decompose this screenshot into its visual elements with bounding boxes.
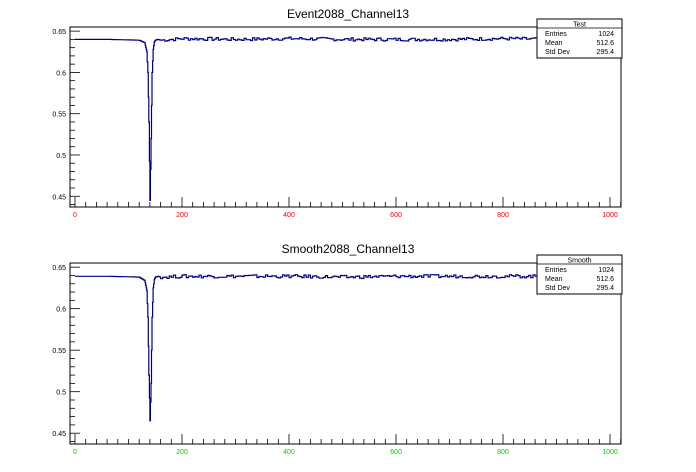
waveform-line <box>75 274 622 422</box>
stats-value: 1024 <box>598 267 614 274</box>
stats-title: Test <box>573 22 586 29</box>
plot-frame <box>69 26 622 208</box>
stats-value: 295.4 <box>596 285 614 292</box>
stats-label: Entries <box>545 31 567 38</box>
chart-title: Event2088_Channel13 <box>287 7 409 21</box>
x-tick-label: 0 <box>73 212 77 219</box>
x-tick-label: 200 <box>176 212 188 219</box>
stats-label: Mean <box>545 40 563 47</box>
stats-label: Mean <box>545 276 563 283</box>
plot-frame <box>69 262 622 445</box>
stats-title: Smooth <box>567 258 591 265</box>
bottom-panel: Smooth2088_Channel13 0.45 0.5 0.55 0.6 0.65 0 2… <box>52 242 623 456</box>
x-tick-label: 1000 <box>602 449 618 456</box>
top-panel: Event2088_Channel13 0.45 0.5 0.55 0.6 0.65 0 20… <box>52 7 623 219</box>
y-tick-label: 0.55 <box>52 112 66 119</box>
chart-title: Smooth2088_Channel13 <box>282 242 415 256</box>
y-tick-label: 0.6 <box>56 307 66 314</box>
x-tick-label: 200 <box>176 449 188 456</box>
stats-box <box>536 254 623 295</box>
stats-value: 295.4 <box>596 49 614 56</box>
stats-box <box>536 18 623 59</box>
y-tick-label: 0.5 <box>56 390 66 397</box>
x-tick-label: 0 <box>73 449 77 456</box>
x-tick-label: 400 <box>283 449 295 456</box>
x-tick-label: 800 <box>497 212 509 219</box>
x-tick-label: 600 <box>390 212 402 219</box>
stats-value: 512.6 <box>596 40 614 47</box>
x-tick-label: 600 <box>390 449 402 456</box>
waveform-line <box>75 36 622 201</box>
stats-value: 1024 <box>598 31 614 38</box>
y-tick-label: 0.55 <box>52 348 66 355</box>
y-tick-label: 0.65 <box>52 29 66 36</box>
x-tick-label: 800 <box>497 449 509 456</box>
y-tick-label: 0.45 <box>52 431 66 438</box>
x-tick-label: 1000 <box>602 212 618 219</box>
y-tick-label: 0.65 <box>52 265 66 272</box>
x-tick-label: 400 <box>283 212 295 219</box>
y-tick-label: 0.5 <box>56 153 66 160</box>
stats-label: Entries <box>545 267 567 274</box>
stats-label: Std Dev <box>545 285 570 292</box>
y-tick-label: 0.45 <box>52 194 66 201</box>
stats-value: 512.6 <box>596 276 614 283</box>
y-tick-label: 0.6 <box>56 70 66 77</box>
stats-label: Std Dev <box>545 49 570 56</box>
